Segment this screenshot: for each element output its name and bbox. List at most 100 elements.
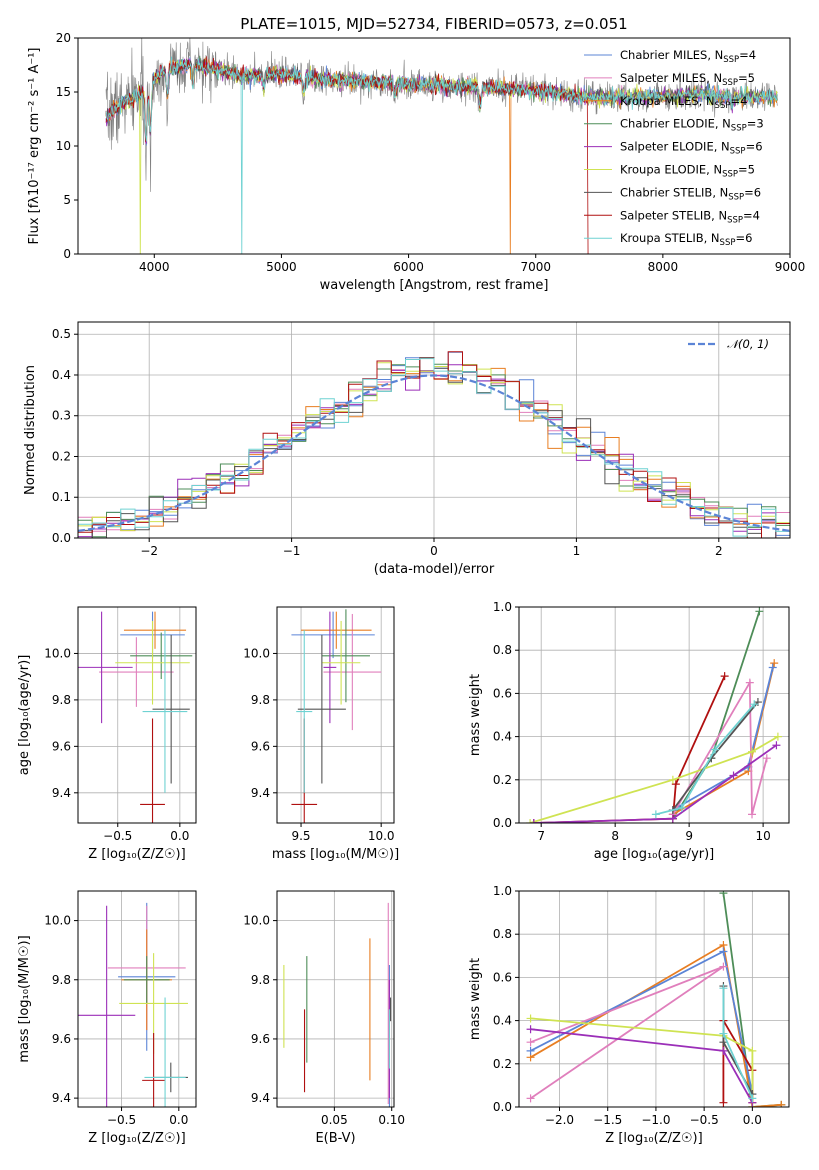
series-marker-salpeter_elodie xyxy=(668,814,677,823)
x-tick-label: −1.0 xyxy=(641,1113,670,1127)
series-marker-kroupa_elodie xyxy=(748,747,757,756)
series-marker-chabrier_elodie xyxy=(719,891,728,898)
plot-area xyxy=(78,611,193,823)
y-tick-label: 0.2 xyxy=(493,1057,512,1071)
x-tick-label: 0 xyxy=(430,544,438,558)
series-marker-kroupa_elodie xyxy=(526,819,535,823)
y-axis-label: age [log₁₀(age/yr)] xyxy=(17,655,32,776)
mass-vs-age-plot: 9.5 10.0 9.4 9.6 9.8 10.0 mass [log₁₀(M/M☉)] xyxy=(243,606,399,862)
age-vs-mass-weight-plot: 7 8 9 10 0.0 0.2 0.4 0.6 0.8 1.0 age [log₁₀(age/yr… xyxy=(468,600,790,862)
y-tick-label: 0.0 xyxy=(493,816,512,830)
axes-frame xyxy=(77,890,197,1108)
series-marker-kroupa_stelib xyxy=(719,1029,728,1038)
z-vs-mass-plot: −0.5 0.0 9.4 9.6 9.8 10.0 Z [log₁₀(Z/Z☉)] mass … xyxy=(17,890,197,1146)
x-tick-label: 9 xyxy=(685,829,693,843)
series-line-chabrier_stelib xyxy=(672,701,759,811)
x-tick-label: −2 xyxy=(140,544,158,558)
z-vs-age-plot: −0.5 0.0 9.4 9.6 9.8 10.0 Z [log₁₀(Z/Z☉)] age [… xyxy=(17,606,197,862)
series-marker-kroupa_stelib xyxy=(750,700,759,709)
y-tick-label: 0 xyxy=(63,247,71,261)
y-tick-label: 15 xyxy=(56,85,71,99)
y-tick-label: 0.6 xyxy=(493,970,512,984)
series-marker-salpeter_elodie xyxy=(729,771,738,780)
series-marker-kroupa_elodie xyxy=(748,1046,757,1055)
axes-frame xyxy=(276,890,395,1108)
legend-entry: Salpeter STELIB, NSSP=4 xyxy=(620,208,760,225)
series-marker-kroupa_elodie xyxy=(668,775,677,784)
x-tick-label: 0.0 xyxy=(743,1113,762,1127)
y-tick-label: 9.8 xyxy=(52,973,71,987)
y-tick-label: 0.3 xyxy=(52,409,71,423)
histogram-chabrier_stelib xyxy=(78,357,790,538)
y-tick-label: 10.0 xyxy=(44,914,71,928)
y-tick-label: 0.8 xyxy=(493,643,512,657)
y-axis-label: mass [log₁₀(M/M☉)] xyxy=(17,935,32,1062)
series-marker-salpeter_stelib xyxy=(671,780,680,789)
x-tick-label: 7000 xyxy=(520,260,551,274)
series-marker-salpeter_miles xyxy=(719,962,728,971)
y-tick-label: 9.6 xyxy=(52,739,71,753)
y-tick-label: 10.0 xyxy=(243,646,270,660)
x-tick-label: −0.5 xyxy=(107,1113,136,1127)
x-tick-label: 10 xyxy=(755,829,770,843)
y-tick-label: 0.8 xyxy=(493,927,512,941)
series-marker-salpeter_elodie xyxy=(529,819,538,823)
y-tick-label: 20 xyxy=(56,31,71,45)
x-tick-label: 7 xyxy=(537,829,545,843)
legend-entry: Salpeter ELODIE, NSSP=6 xyxy=(620,140,763,157)
series-marker-kroupa_elodie xyxy=(526,1014,535,1023)
x-tick-label: 0.0 xyxy=(170,829,189,843)
spectrum-legend: Chabrier MILES, NSSP=4 Salpeter MILES, NS… xyxy=(584,48,764,248)
axes-frame xyxy=(77,606,197,824)
series-marker-salpeter_miles xyxy=(762,754,771,763)
y-tick-label: 9.6 xyxy=(251,1032,270,1046)
plot-area xyxy=(78,351,790,538)
y-tick-label: 0.4 xyxy=(52,368,71,382)
series-line-salpeter_miles xyxy=(672,679,768,815)
x-tick-label: −1 xyxy=(283,544,301,558)
series-marker-kroupa_stelib xyxy=(711,745,720,754)
y-tick-label: 0.1 xyxy=(52,490,71,504)
z-vs-mass-weight-plot: −2.0 −1.5 −1.0 −0.5 0.0 0.0 0.2 0.4 0.6 0.8 1.0 Z [… xyxy=(468,884,790,1146)
series-line-salpeter_elodie xyxy=(530,1028,754,1104)
x-axis-label: wavelength [Angstrom, rest frame] xyxy=(320,278,549,293)
plot-area xyxy=(283,902,392,1107)
y-tick-label: 5 xyxy=(63,193,71,207)
y-tick-label: 0.0 xyxy=(52,531,71,545)
series-line-kroupa_elodie xyxy=(530,1017,754,1107)
x-axis-label: Z [log₁₀(Z/Z☉)] xyxy=(88,847,185,862)
axes-frame xyxy=(518,606,790,824)
y-axis-label: mass weight xyxy=(468,958,483,1040)
x-tick-label: 8 xyxy=(611,829,619,843)
legend-entry: Chabrier MILES, NSSP=4 xyxy=(620,48,756,65)
series-marker-kroupa_stelib xyxy=(651,810,660,819)
y-tick-label: 10.0 xyxy=(243,914,270,928)
legend-entry: Kroupa STELIB, NSSP=6 xyxy=(620,231,752,248)
x-tick-label: −2.0 xyxy=(545,1113,574,1127)
y-tick-label: 0.4 xyxy=(493,730,512,744)
series-marker-salpeter_elodie xyxy=(719,1046,728,1055)
series-marker-kroupa_stelib xyxy=(719,984,728,993)
y-tick-label: 9.4 xyxy=(52,786,71,800)
series-marker-kroupa_miles xyxy=(777,1100,786,1107)
ebv-vs-mass-plot: 0.05 0.10 9.4 9.6 9.8 10.0 E(B-V) xyxy=(243,890,405,1146)
x-axis-label: mass [log₁₀(M/M☉)] xyxy=(272,847,399,862)
x-tick-label: −0.5 xyxy=(103,829,132,843)
series-marker-chabrier_stelib xyxy=(719,1038,728,1047)
y-tick-label: 0.4 xyxy=(493,1014,512,1028)
y-tick-label: 9.6 xyxy=(52,1032,71,1046)
legend-entry: Kroupa ELODIE, NSSP=5 xyxy=(620,163,755,180)
x-axis-label: age [log₁₀(age/yr)] xyxy=(594,847,715,862)
x-tick-label: 6000 xyxy=(393,260,424,274)
y-tick-label: 9.4 xyxy=(251,786,270,800)
x-tick-label: 1 xyxy=(573,544,581,558)
series-marker-chabrier_miles xyxy=(719,947,728,956)
plot-area xyxy=(526,891,786,1107)
y-tick-label: 9.8 xyxy=(251,973,270,987)
model-spectrum-kroupa_stelib xyxy=(105,56,778,254)
y-tick-label: 9.8 xyxy=(52,693,71,707)
series-marker-kroupa_elodie xyxy=(773,732,782,741)
series-marker-kroupa_stelib xyxy=(677,803,686,812)
y-tick-label: 9.6 xyxy=(251,739,270,753)
